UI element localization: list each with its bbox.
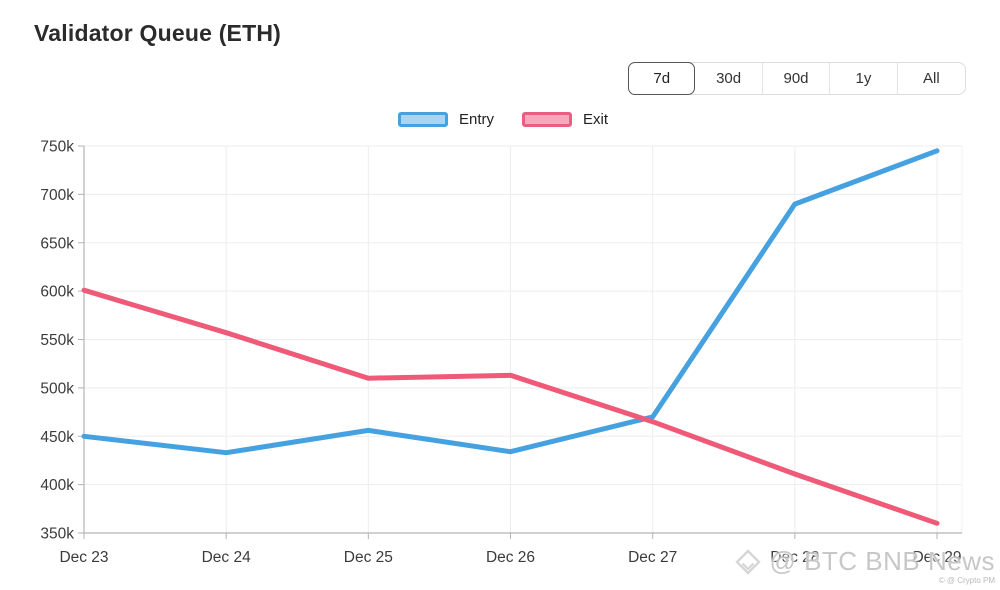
entry-swatch-icon bbox=[398, 112, 448, 127]
x-axis-label: Dec 23 bbox=[59, 549, 108, 566]
x-axis-label: Dec 28 bbox=[770, 549, 819, 566]
x-axis-label: Dec 29 bbox=[912, 549, 961, 566]
exit-line bbox=[81, 287, 940, 526]
time-range-selector: 7d 30d 90d 1y All bbox=[628, 62, 966, 95]
y-axis-label: 600k bbox=[40, 284, 74, 301]
y-axis-label: 700k bbox=[40, 187, 74, 204]
x-axis-label: Dec 26 bbox=[486, 549, 535, 566]
range-button-7d[interactable]: 7d bbox=[628, 62, 696, 95]
exit-swatch-icon bbox=[522, 112, 573, 127]
gridlines bbox=[84, 145, 963, 533]
y-axis-label: 500k bbox=[40, 380, 74, 397]
y-axis-label: 550k bbox=[40, 332, 74, 349]
y-axis-label: 750k bbox=[40, 139, 74, 156]
legend-item-entry[interactable]: Entry bbox=[398, 111, 494, 128]
x-axis-label: Dec 25 bbox=[344, 549, 393, 566]
y-axis-label: 450k bbox=[40, 429, 74, 446]
axis-labels: 750k 700k 650k 600k 550k 500k 450k 400k 350k Dec … bbox=[40, 139, 961, 567]
legend-label-exit: Exit bbox=[583, 111, 609, 128]
x-axis-label: Dec 27 bbox=[628, 549, 677, 566]
y-axis-label: 400k bbox=[40, 477, 74, 494]
y-axis-label: 650k bbox=[40, 235, 74, 252]
y-axis-label: 350k bbox=[40, 526, 74, 543]
legend-item-exit[interactable]: Exit bbox=[522, 111, 608, 128]
range-button-90d[interactable]: 90d bbox=[763, 63, 831, 94]
page-title: Validator Queue (ETH) bbox=[34, 20, 282, 46]
legend-label-entry: Entry bbox=[459, 111, 495, 128]
axes bbox=[78, 145, 962, 539]
range-button-30d[interactable]: 30d bbox=[695, 63, 763, 94]
entry-line bbox=[81, 148, 940, 456]
range-button-all[interactable]: All bbox=[898, 63, 965, 94]
x-axis-label: Dec 24 bbox=[202, 549, 251, 566]
series-lines bbox=[81, 148, 940, 526]
chart-legend: Entry Exit bbox=[398, 111, 608, 128]
range-button-1y[interactable]: 1y bbox=[830, 63, 898, 94]
